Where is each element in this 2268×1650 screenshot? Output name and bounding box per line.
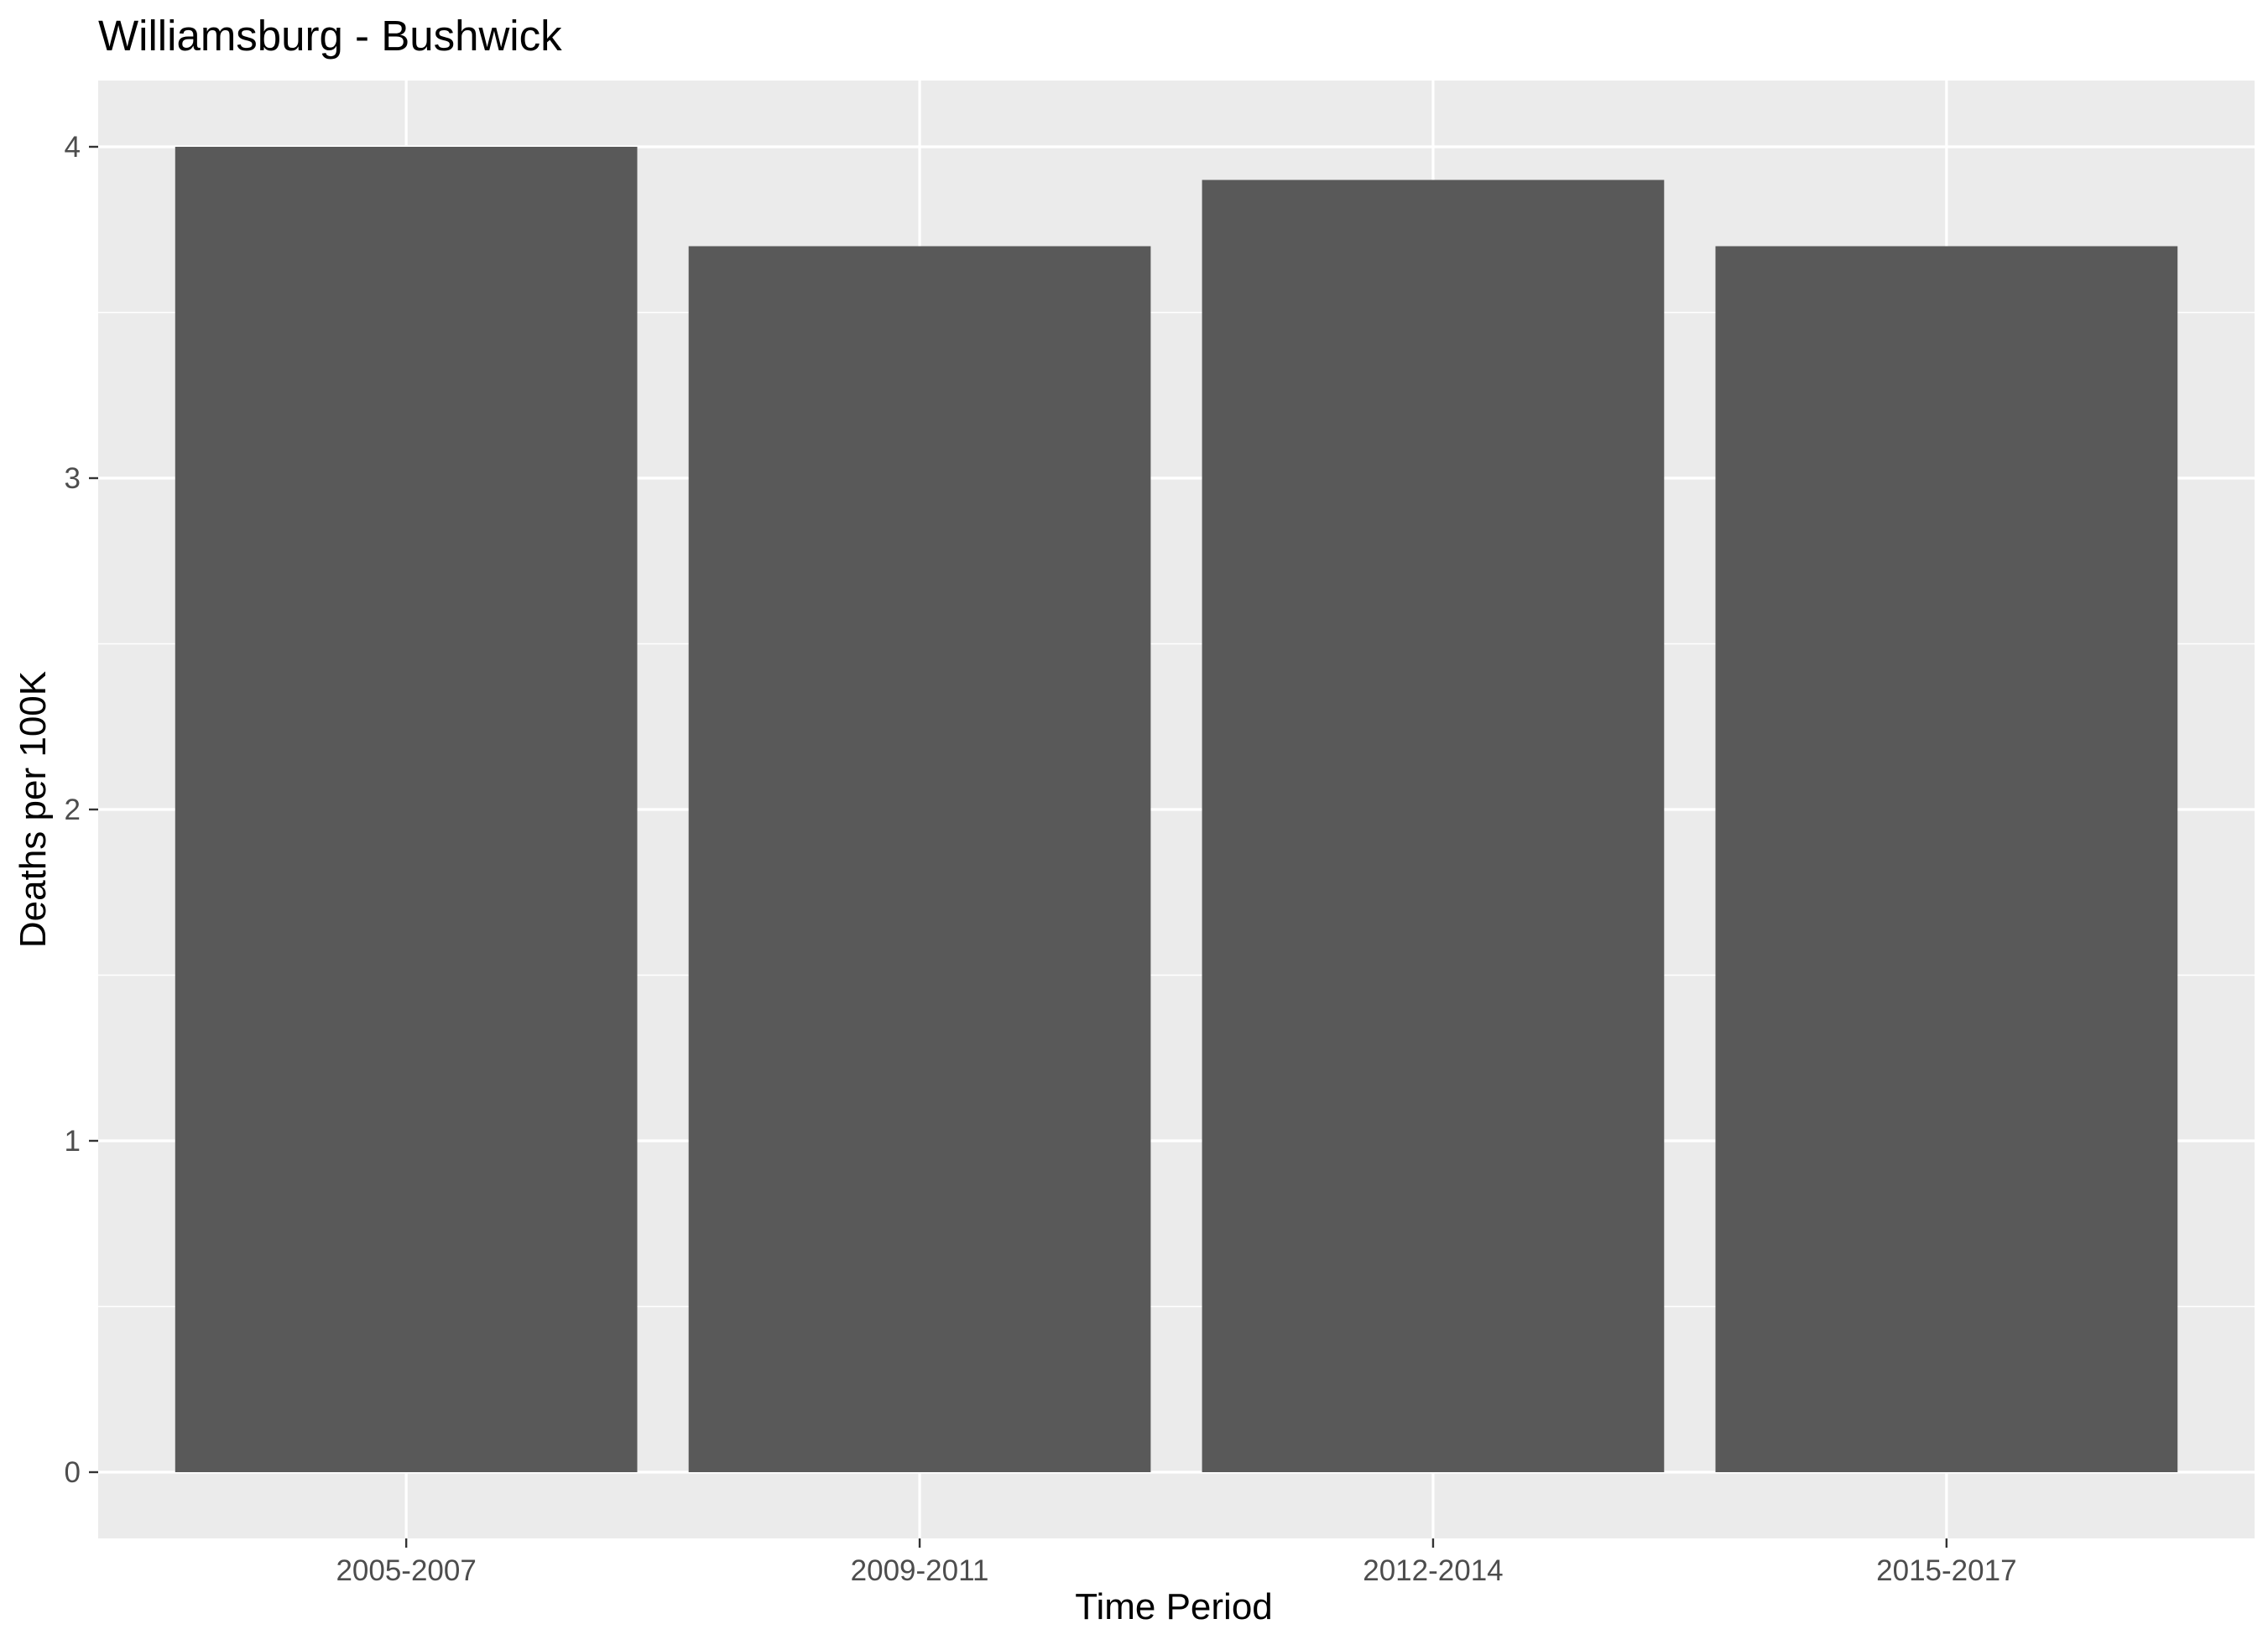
x-tick-label: 2012-2014	[1363, 1554, 1503, 1587]
x-tick-label: 2015-2017	[1876, 1554, 2016, 1587]
x-tick-label: 2005-2007	[336, 1554, 476, 1587]
bar-2005-2007	[175, 147, 638, 1472]
chart-title: Williamsburg - Bushwick	[98, 12, 562, 60]
y-axis: 0 1 2 3 4	[65, 131, 98, 1489]
y-tick-label: 0	[65, 1456, 81, 1489]
y-tick-label: 1	[65, 1125, 81, 1158]
bar-2009-2011	[688, 246, 1151, 1472]
x-axis: 2005-2007 2009-2011 2012-2014 2015-2017	[336, 1538, 2017, 1587]
y-tick-label: 3	[65, 462, 81, 495]
x-tick-label: 2009-2011	[851, 1554, 989, 1587]
y-tick-label: 4	[65, 131, 81, 164]
bars	[175, 147, 2178, 1472]
y-axis-title: Deaths per 100K	[13, 671, 54, 948]
x-axis-title: Time Period	[1075, 1586, 1273, 1627]
bar-2012-2014	[1202, 180, 1665, 1472]
y-tick-label: 2	[65, 794, 81, 826]
bar-2015-2017	[1715, 246, 2178, 1472]
